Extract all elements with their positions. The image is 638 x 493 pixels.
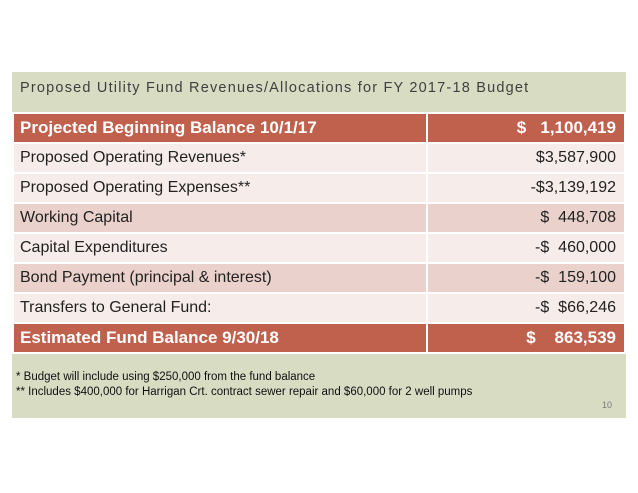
row-label: Proposed Operating Revenues* bbox=[12, 142, 428, 174]
row-label: Estimated Fund Balance 9/30/18 bbox=[12, 322, 428, 354]
row-label: Projected Beginning Balance 10/1/17 bbox=[12, 112, 428, 144]
footnote-budget: * Budget will include using $250,000 fro… bbox=[16, 371, 316, 383]
table-row-working-capital: Working Capital $ 448,708 bbox=[12, 202, 626, 234]
table-row-capital-expenditures: Capital Expenditures -$ 460,000 bbox=[12, 232, 626, 264]
footnotes: * Budget will include using $250,000 fro… bbox=[16, 370, 472, 400]
page-number: 10 bbox=[601, 400, 612, 410]
row-amount: $ 448,708 bbox=[426, 202, 626, 234]
row-amount: -$ $66,246 bbox=[426, 292, 626, 324]
row-amount: $ 863,539 bbox=[426, 322, 626, 354]
row-amount: -$ 460,000 bbox=[426, 232, 626, 264]
row-amount: -$3,139,192 bbox=[426, 172, 626, 204]
row-label: Transfers to General Fund: bbox=[12, 292, 428, 324]
row-amount: -$ 159,100 bbox=[426, 262, 626, 294]
row-label: Working Capital bbox=[12, 202, 428, 234]
row-label: Capital Expenditures bbox=[12, 232, 428, 264]
row-amount: $3,587,900 bbox=[426, 142, 626, 174]
footnote-expenses: ** Includes $400,000 for Harrigan Crt. c… bbox=[16, 386, 473, 398]
table-row-estimated-balance: Estimated Fund Balance 9/30/18 $ 863,539 bbox=[12, 322, 626, 354]
slide: Proposed Utility Fund Revenues/Allocatio… bbox=[12, 72, 626, 418]
budget-table: Projected Beginning Balance 10/1/17 $ 1,… bbox=[12, 112, 626, 354]
row-amount: $ 1,100,419 bbox=[426, 112, 626, 144]
slide-title: Proposed Utility Fund Revenues/Allocatio… bbox=[20, 80, 530, 96]
table-row-operating-expenses: Proposed Operating Expenses** -$3,139,19… bbox=[12, 172, 626, 204]
table-row-transfers: Transfers to General Fund: -$ $66,246 bbox=[12, 292, 626, 324]
table-row-operating-revenues: Proposed Operating Revenues* $3,587,900 bbox=[12, 142, 626, 174]
table-row-bond-payment: Bond Payment (principal & interest) -$ 1… bbox=[12, 262, 626, 294]
table-row-beginning-balance: Projected Beginning Balance 10/1/17 $ 1,… bbox=[12, 112, 626, 144]
row-label: Proposed Operating Expenses** bbox=[12, 172, 428, 204]
row-label: Bond Payment (principal & interest) bbox=[12, 262, 428, 294]
